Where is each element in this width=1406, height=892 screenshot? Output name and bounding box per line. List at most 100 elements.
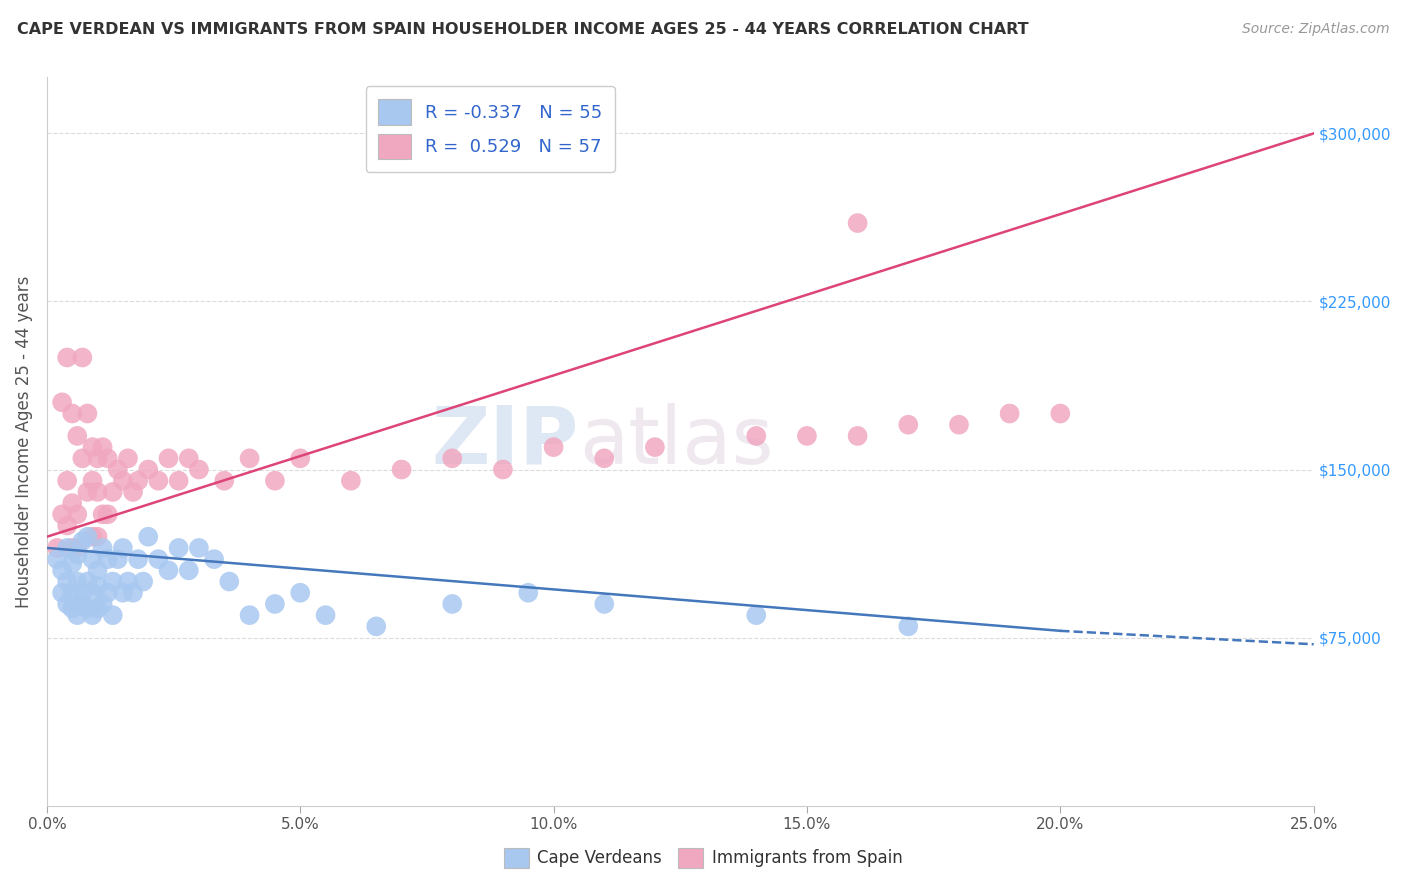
Point — [644, 440, 666, 454]
Point — [101, 574, 124, 589]
Point — [212, 474, 235, 488]
Point — [46, 552, 69, 566]
Point — [60, 601, 83, 615]
Point — [91, 508, 114, 522]
Text: CAPE VERDEAN VS IMMIGRANTS FROM SPAIN HOUSEHOLDER INCOME AGES 25 - 44 YEARS CORR: CAPE VERDEAN VS IMMIGRANTS FROM SPAIN HO… — [17, 22, 1029, 37]
Point — [56, 597, 79, 611]
Point — [366, 619, 388, 633]
Point — [117, 574, 139, 589]
Point — [111, 474, 134, 488]
Point — [132, 574, 155, 589]
Point — [72, 351, 94, 365]
Point — [86, 451, 108, 466]
Point — [56, 541, 79, 555]
Point — [82, 530, 104, 544]
Point — [91, 440, 114, 454]
Point — [157, 563, 180, 577]
Point — [51, 563, 73, 577]
Point — [76, 601, 98, 615]
Point — [167, 474, 190, 488]
Point — [202, 552, 225, 566]
Text: ZIP: ZIP — [432, 402, 579, 481]
Point — [111, 541, 134, 555]
Point — [56, 518, 79, 533]
Point — [97, 451, 120, 466]
Point — [111, 586, 134, 600]
Point — [82, 586, 104, 600]
Point — [122, 586, 145, 600]
Point — [72, 534, 94, 549]
Point — [187, 541, 209, 555]
Point — [66, 508, 89, 522]
Point — [948, 417, 970, 432]
Point — [122, 484, 145, 499]
Point — [117, 451, 139, 466]
Text: Source: ZipAtlas.com: Source: ZipAtlas.com — [1241, 22, 1389, 37]
Point — [97, 586, 120, 600]
Point — [290, 586, 312, 600]
Point — [86, 579, 108, 593]
Point — [76, 574, 98, 589]
Point — [127, 552, 149, 566]
Point — [82, 440, 104, 454]
Point — [101, 608, 124, 623]
Point — [76, 530, 98, 544]
Point — [492, 462, 515, 476]
Point — [593, 597, 616, 611]
Point — [66, 548, 89, 562]
Point — [86, 530, 108, 544]
Point — [148, 552, 170, 566]
Point — [239, 451, 262, 466]
Point — [543, 440, 565, 454]
Point — [51, 508, 73, 522]
Point — [86, 484, 108, 499]
Point — [107, 552, 129, 566]
Point — [846, 216, 869, 230]
Point — [56, 474, 79, 488]
Point — [101, 484, 124, 499]
Point — [264, 597, 287, 611]
Point — [51, 395, 73, 409]
Point — [97, 552, 120, 566]
Y-axis label: Householder Income Ages 25 - 44 years: Householder Income Ages 25 - 44 years — [15, 276, 32, 607]
Point — [97, 508, 120, 522]
Point — [340, 474, 363, 488]
Point — [60, 586, 83, 600]
Point — [157, 451, 180, 466]
Legend: R = -0.337   N = 55, R =  0.529   N = 57: R = -0.337 N = 55, R = 0.529 N = 57 — [366, 87, 614, 172]
Point — [60, 557, 83, 571]
Point — [91, 597, 114, 611]
Point — [239, 608, 262, 623]
Point — [82, 552, 104, 566]
Point — [148, 474, 170, 488]
Point — [264, 474, 287, 488]
Point — [127, 474, 149, 488]
Point — [846, 429, 869, 443]
Point — [76, 407, 98, 421]
Point — [177, 451, 200, 466]
Text: atlas: atlas — [579, 402, 773, 481]
Point — [745, 429, 768, 443]
Point — [517, 586, 540, 600]
Point — [315, 608, 337, 623]
Point — [441, 451, 464, 466]
Point — [290, 451, 312, 466]
Point — [72, 586, 94, 600]
Point — [745, 608, 768, 623]
Point — [60, 407, 83, 421]
Legend: Cape Verdeans, Immigrants from Spain: Cape Verdeans, Immigrants from Spain — [496, 841, 910, 875]
Point — [167, 541, 190, 555]
Point — [46, 541, 69, 555]
Point — [187, 462, 209, 476]
Point — [51, 586, 73, 600]
Point — [60, 541, 83, 555]
Point — [66, 429, 89, 443]
Point — [1049, 407, 1071, 421]
Point — [82, 474, 104, 488]
Point — [391, 462, 413, 476]
Point — [441, 597, 464, 611]
Point — [593, 451, 616, 466]
Point — [66, 541, 89, 555]
Point — [86, 601, 108, 615]
Point — [136, 462, 159, 476]
